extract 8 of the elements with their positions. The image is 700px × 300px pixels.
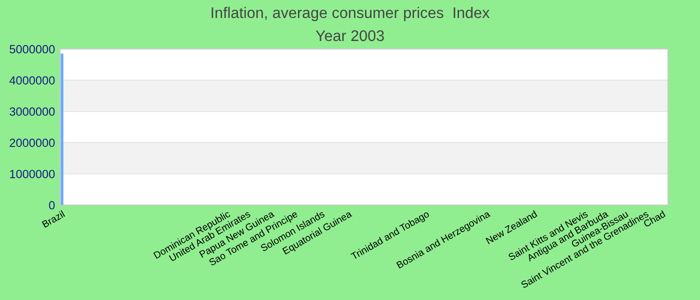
y-tick-label: 2000000 [10, 138, 55, 147]
chart-subtitle: Year 2003 [316, 30, 384, 42]
y-tick-label: 0 [49, 201, 55, 210]
y-tick-label: 4000000 [9, 76, 55, 85]
chart-title: Inflation, average consumer prices Index [212, 6, 490, 22]
y-tick-label: 1000000 [10, 170, 55, 178]
y-tick-label: 5000000 [10, 45, 55, 54]
y-tick-label: 3000000 [10, 107, 55, 116]
